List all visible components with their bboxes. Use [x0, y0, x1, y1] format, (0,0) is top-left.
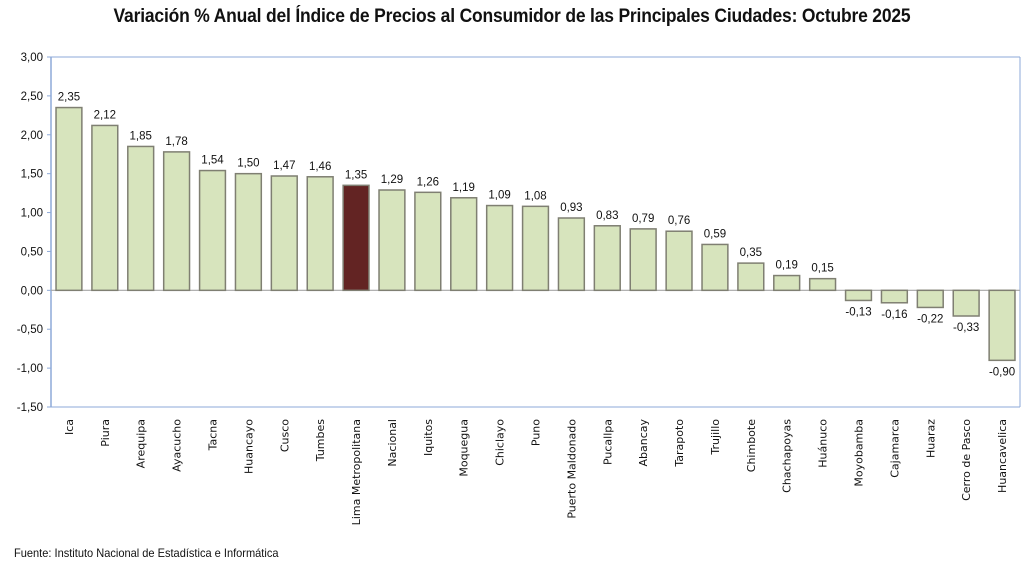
bar-chimbote: [737, 262, 765, 292]
data-label: 0,76: [668, 215, 690, 227]
category-label: Lima Metropolitana: [350, 419, 363, 525]
bar-trujillo: [701, 243, 729, 292]
data-label: 2,12: [94, 109, 116, 121]
category-label: Huánuco: [817, 419, 830, 468]
category-label: Puno: [530, 419, 543, 446]
category-label: Moquegua: [458, 419, 471, 477]
data-label: 0,83: [596, 210, 618, 222]
source-note: Fuente: Instituto Nacional de Estadístic…: [14, 546, 279, 560]
data-label: -0,90: [989, 366, 1015, 378]
data-label: 1,46: [309, 161, 331, 173]
category-label: Tarapoto: [673, 419, 686, 468]
category-label: Huancayo: [242, 419, 255, 474]
y-tick-label: 0,50: [21, 246, 43, 258]
data-label: 1,09: [488, 190, 510, 202]
bar-huaraz: [916, 289, 944, 309]
bar-nacional: [378, 189, 406, 292]
data-label: 1,29: [381, 174, 403, 186]
category-label: Chimbote: [745, 419, 758, 472]
y-tick-label: -1,00: [17, 363, 43, 375]
y-tick-label: 1,50: [21, 169, 43, 181]
data-label: -0,16: [881, 309, 907, 321]
y-tick-label: 2,50: [21, 91, 43, 103]
bar-piura: [91, 124, 119, 292]
data-label: 1,35: [345, 169, 367, 181]
bar-tarapoto: [665, 230, 693, 292]
data-label: 0,79: [632, 213, 654, 225]
data-label: 0,35: [740, 247, 762, 259]
data-label: 1,50: [237, 158, 259, 170]
bar-pucallpa: [593, 225, 621, 292]
category-label: Ayacucho: [171, 419, 184, 472]
category-label: Ica: [63, 419, 76, 435]
y-tick-label: -1,50: [17, 402, 43, 414]
data-label: 1,85: [130, 130, 152, 142]
bar-abancay: [629, 228, 657, 292]
category-label: Chachapoyas: [781, 419, 794, 493]
category-label: Puerto Maldonado: [565, 419, 578, 519]
category-label: Cajamarca: [888, 419, 901, 478]
y-tick-label: -0,50: [17, 324, 43, 336]
y-tick-label: 2,00: [21, 130, 43, 142]
bar-moquegua: [450, 197, 478, 292]
category-label: Cusco: [278, 419, 291, 452]
category-label: Nacional: [386, 419, 399, 467]
data-label: 0,59: [704, 228, 726, 240]
category-labels: Ica Piura Arequipa Ayacucho Tacna Huancayo Cus…: [63, 419, 1009, 526]
bar-cajamarca: [880, 289, 909, 304]
data-label: 0,15: [811, 263, 833, 275]
data-label: 2,35: [58, 92, 80, 104]
bar-moyobamba: [844, 289, 873, 302]
chart-title: Variación % Anual del Índice de Precios …: [113, 6, 911, 27]
bar-ica: [55, 106, 83, 292]
bar-puerto-maldonado: [557, 217, 586, 292]
category-label: Chiclayo: [494, 419, 507, 466]
data-label: 0,19: [776, 260, 798, 272]
data-label: 0,93: [560, 202, 582, 214]
data-label: 1,47: [273, 160, 295, 172]
category-label: Huaraz: [924, 419, 937, 458]
bar-huánuco: [808, 277, 837, 292]
bar-lima-metropolitana: [342, 184, 370, 292]
data-label: -0,22: [917, 313, 943, 325]
category-label: Arequipa: [135, 419, 148, 468]
bar-arequipa: [127, 145, 155, 292]
bar-tacna: [198, 169, 227, 292]
data-label: 1,19: [453, 182, 475, 194]
y-tick-label: 0,00: [21, 285, 43, 297]
category-label: Tacna: [207, 419, 220, 451]
category-label: Iquitos: [422, 419, 435, 456]
category-label: Moyobamba: [853, 419, 866, 487]
data-label: 1,54: [201, 155, 224, 167]
data-label: 1,08: [524, 190, 546, 202]
bar-puno: [521, 205, 550, 292]
data-label: 1,78: [165, 136, 187, 148]
category-label: Tumbes: [314, 419, 327, 462]
category-label: Cerro de Pasco: [960, 419, 973, 501]
y-tick-label: 3,00: [21, 52, 43, 64]
data-labels: 2,35 2,12 1,85 1,78 1,54 1,50 1,47 1,46 1,35 1,29…: [58, 92, 1015, 379]
bar-chachapoyas: [773, 274, 801, 292]
category-label: Pucallpa: [601, 419, 614, 465]
bar-cusco: [270, 175, 298, 292]
category-label: Huancavelica: [996, 419, 1009, 493]
data-label: -0,33: [953, 322, 979, 334]
bar-cerro-de-pasco: [952, 289, 980, 317]
category-label: Piura: [99, 419, 112, 447]
bar-tumbes: [306, 176, 334, 292]
bar-huancavelica: [988, 289, 1016, 362]
bar-ayacucho: [162, 151, 191, 292]
data-label: 1,26: [417, 176, 439, 188]
category-label: Abancay: [637, 419, 650, 467]
y-tick-label: 1,00: [21, 208, 43, 220]
bars: [55, 106, 1016, 362]
bar-iquitos: [414, 191, 442, 292]
data-label: -0,13: [845, 306, 871, 318]
bar-chiclayo: [485, 204, 514, 292]
category-label: Trujillo: [709, 419, 722, 456]
bar-huancayo: [234, 172, 263, 292]
